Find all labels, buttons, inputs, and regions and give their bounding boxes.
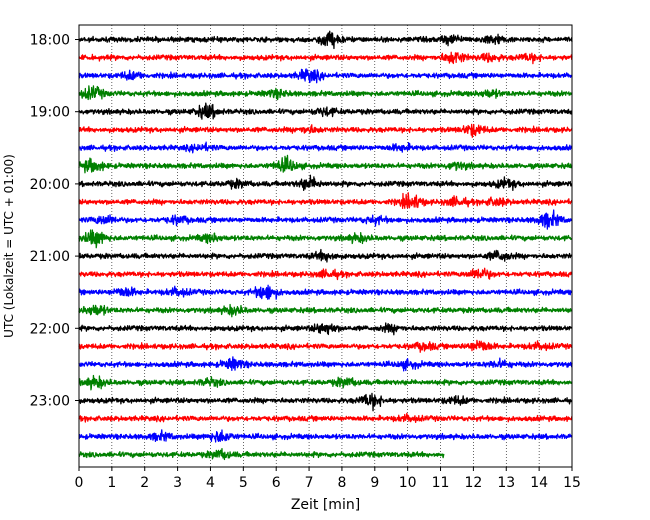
trace-line — [78, 51, 573, 65]
y-tick-label: 23:00 — [30, 394, 70, 410]
trace-line — [78, 141, 573, 154]
x-tick-label: 4 — [206, 475, 215, 491]
trace-series — [78, 30, 573, 461]
trace-line — [78, 374, 573, 391]
x-tick-label: 7 — [305, 475, 314, 491]
y-tick-label: 19:00 — [30, 105, 70, 121]
x-tick-label: 11 — [432, 475, 450, 491]
y-axis-ticks: 18:00 19:00 20:00 21:00 22:00 23:00 — [30, 33, 79, 410]
x-tick-label: 8 — [337, 475, 346, 491]
trace-line — [78, 174, 573, 192]
y-tick-label: 20:00 — [30, 177, 70, 193]
trace-line — [78, 339, 573, 353]
x-tick-label: 10 — [399, 475, 417, 491]
y-axis-title: UTC (Lokalzeit = UTC + 01:00) — [2, 154, 16, 338]
trace-line — [78, 448, 445, 461]
trace-line — [78, 123, 573, 138]
trace-line — [78, 229, 573, 249]
x-tick-label: 6 — [272, 475, 281, 491]
trace-line — [78, 154, 573, 174]
trace-line — [78, 209, 573, 230]
x-tick-label: 14 — [530, 475, 548, 491]
plot-frame — [78, 24, 573, 468]
x-axis-ticks: 0 1 2 3 4 5 6 7 8 9 10 11 12 13 14 15 — [75, 467, 581, 491]
trace-line — [78, 248, 573, 263]
x-tick-label: 15 — [563, 475, 581, 491]
x-tick-label: 13 — [497, 475, 515, 491]
trace-line — [78, 322, 573, 336]
y-tick-label: 21:00 — [30, 249, 70, 265]
x-tick-label: 1 — [107, 475, 116, 491]
trace-line — [78, 412, 573, 424]
y-tick-label: 18:00 — [30, 33, 70, 49]
x-tick-label: 2 — [140, 475, 149, 491]
trace-line — [78, 192, 573, 209]
x-tick-label: 9 — [370, 475, 379, 491]
trace-line — [78, 356, 573, 372]
trace-line — [78, 267, 573, 281]
trace-line — [78, 284, 573, 300]
x-tick-label: 5 — [239, 475, 248, 491]
x-tick-label: 0 — [75, 475, 84, 491]
trace-line — [78, 68, 573, 84]
x-tick-label: 12 — [464, 475, 482, 491]
trace-line — [78, 429, 573, 443]
y-tick-label: 22:00 — [30, 321, 70, 337]
trace-line — [78, 392, 573, 412]
trace-line — [78, 102, 573, 120]
x-tick-label: 3 — [173, 475, 182, 491]
trace-line — [78, 303, 573, 318]
trace-line — [78, 30, 573, 50]
x-axis-title: Zeit [min] — [291, 497, 360, 513]
trace-line — [78, 85, 573, 101]
